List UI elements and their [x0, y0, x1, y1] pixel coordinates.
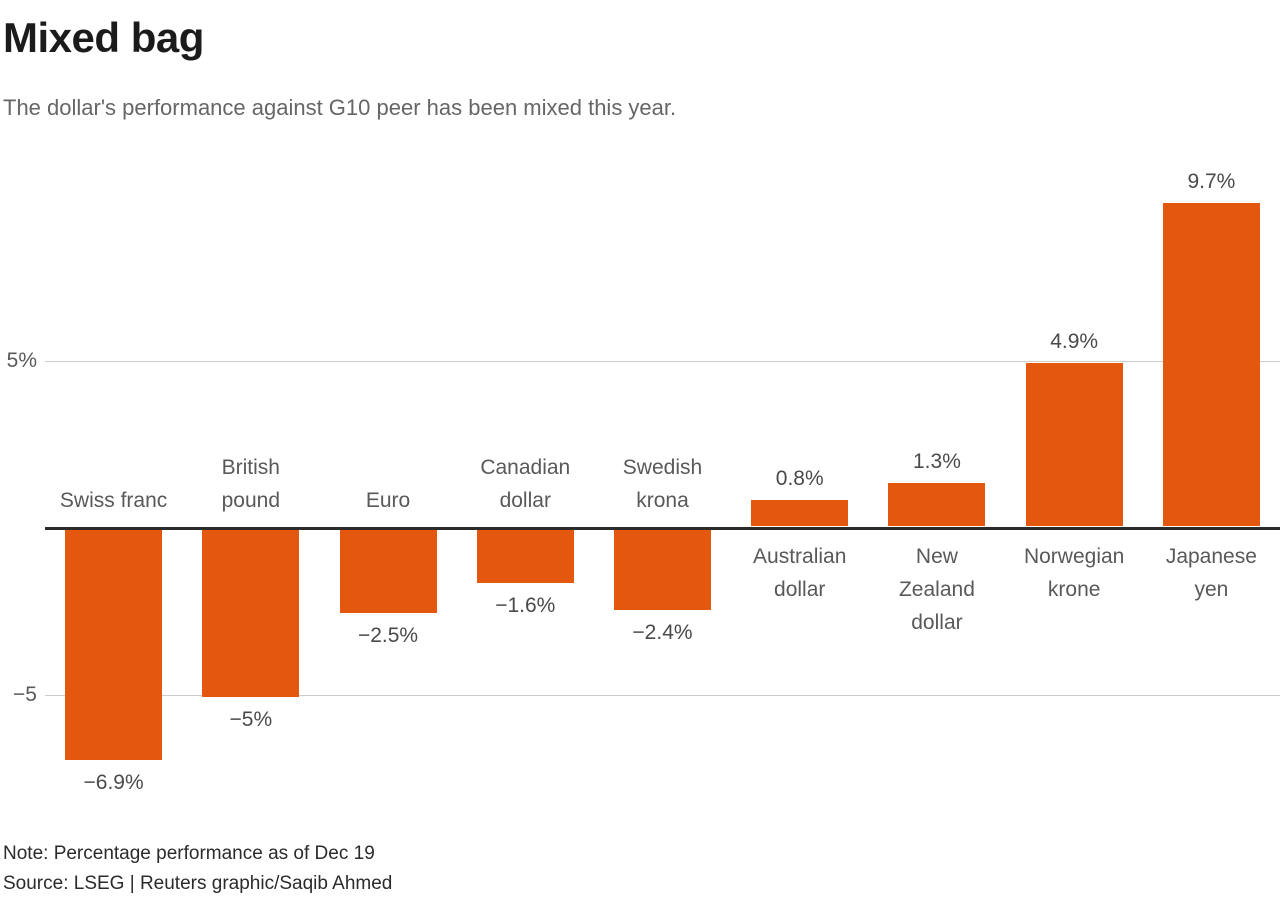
bar: [1025, 362, 1123, 527]
gridline: [45, 694, 1280, 696]
gridline: [45, 360, 1280, 362]
bar-category-label: Swiss franc: [39, 484, 189, 517]
y-tick-label: 5%: [6, 349, 37, 372]
bar-category-label-line: Zealand: [898, 578, 975, 601]
bar: [614, 529, 711, 610]
bar-category-label-line: krona: [636, 489, 689, 512]
bar-value-label: 9.7%: [1187, 169, 1236, 193]
bar-category-label-line: New: [915, 545, 958, 568]
bar-category-label-line: Norwegian: [1023, 545, 1125, 568]
bar-category-label-line: British: [221, 456, 280, 479]
bar-category-label: Swedish krona: [588, 451, 738, 517]
chart-note: Note: Percentage performance as of Dec 1…: [3, 843, 375, 864]
bar-category-label: Norwegian krone: [999, 540, 1149, 606]
bar-category-label-line: Japanese: [1165, 545, 1257, 568]
bar-category-label: Japanese yen: [1136, 540, 1280, 606]
bar-category-label: Australian dollar: [725, 540, 875, 606]
bar-value-label: −2.5%: [357, 624, 419, 647]
bar-category-label-line: Euro: [365, 489, 411, 512]
bar: [1162, 202, 1260, 527]
bar-category-label-line: dollar: [499, 489, 551, 512]
bar-value-label: −5%: [229, 707, 273, 731]
chart-footer: Note: Percentage performance as of Dec 1…: [3, 839, 392, 899]
bar-category-label: Canadian dollar: [450, 451, 600, 517]
bar: [751, 499, 849, 527]
bar-category-label: New Zealand dollar: [862, 540, 1012, 639]
bar-category-label-line: Swiss franc: [59, 489, 168, 512]
bar-category-label-line: yen: [1194, 578, 1229, 601]
chart-subtitle: The dollar's performance against G10 pee…: [3, 95, 677, 120]
bar-category-label-line: Canadian: [480, 456, 571, 479]
bar-value-label: 4.9%: [1050, 329, 1099, 353]
bar-category-label-line: dollar: [774, 578, 826, 601]
bar-category-label-line: dollar: [911, 611, 963, 634]
bar: [339, 529, 437, 613]
y-tick-label: −5: [13, 683, 37, 706]
bar-value-label: −2.4%: [632, 620, 693, 644]
bar-value-label: 0.8%: [775, 466, 824, 490]
bar: [888, 483, 986, 527]
bar-category-label-line: krone: [1047, 578, 1101, 601]
bar: [202, 529, 300, 697]
bar-value-label: −1.6%: [495, 593, 556, 617]
bar-category-label-line: pound: [221, 489, 281, 512]
chart-source: Source: LSEG | Reuters graphic/Saqib Ahm…: [3, 873, 393, 894]
zero-axis-line: [45, 526, 1280, 530]
bar: [476, 529, 574, 583]
bar-value-label: −6.9%: [83, 770, 144, 794]
bar-category-label: British pound: [176, 451, 326, 517]
bar: [65, 529, 163, 760]
chart-title: Mixed bag: [3, 14, 204, 61]
bar-value-label: 1.3%: [913, 450, 961, 474]
bar-category-label-line: Australian: [753, 545, 847, 568]
bar-category-label: Euro: [313, 484, 463, 517]
bar-category-label-line: Swedish: [622, 456, 703, 479]
